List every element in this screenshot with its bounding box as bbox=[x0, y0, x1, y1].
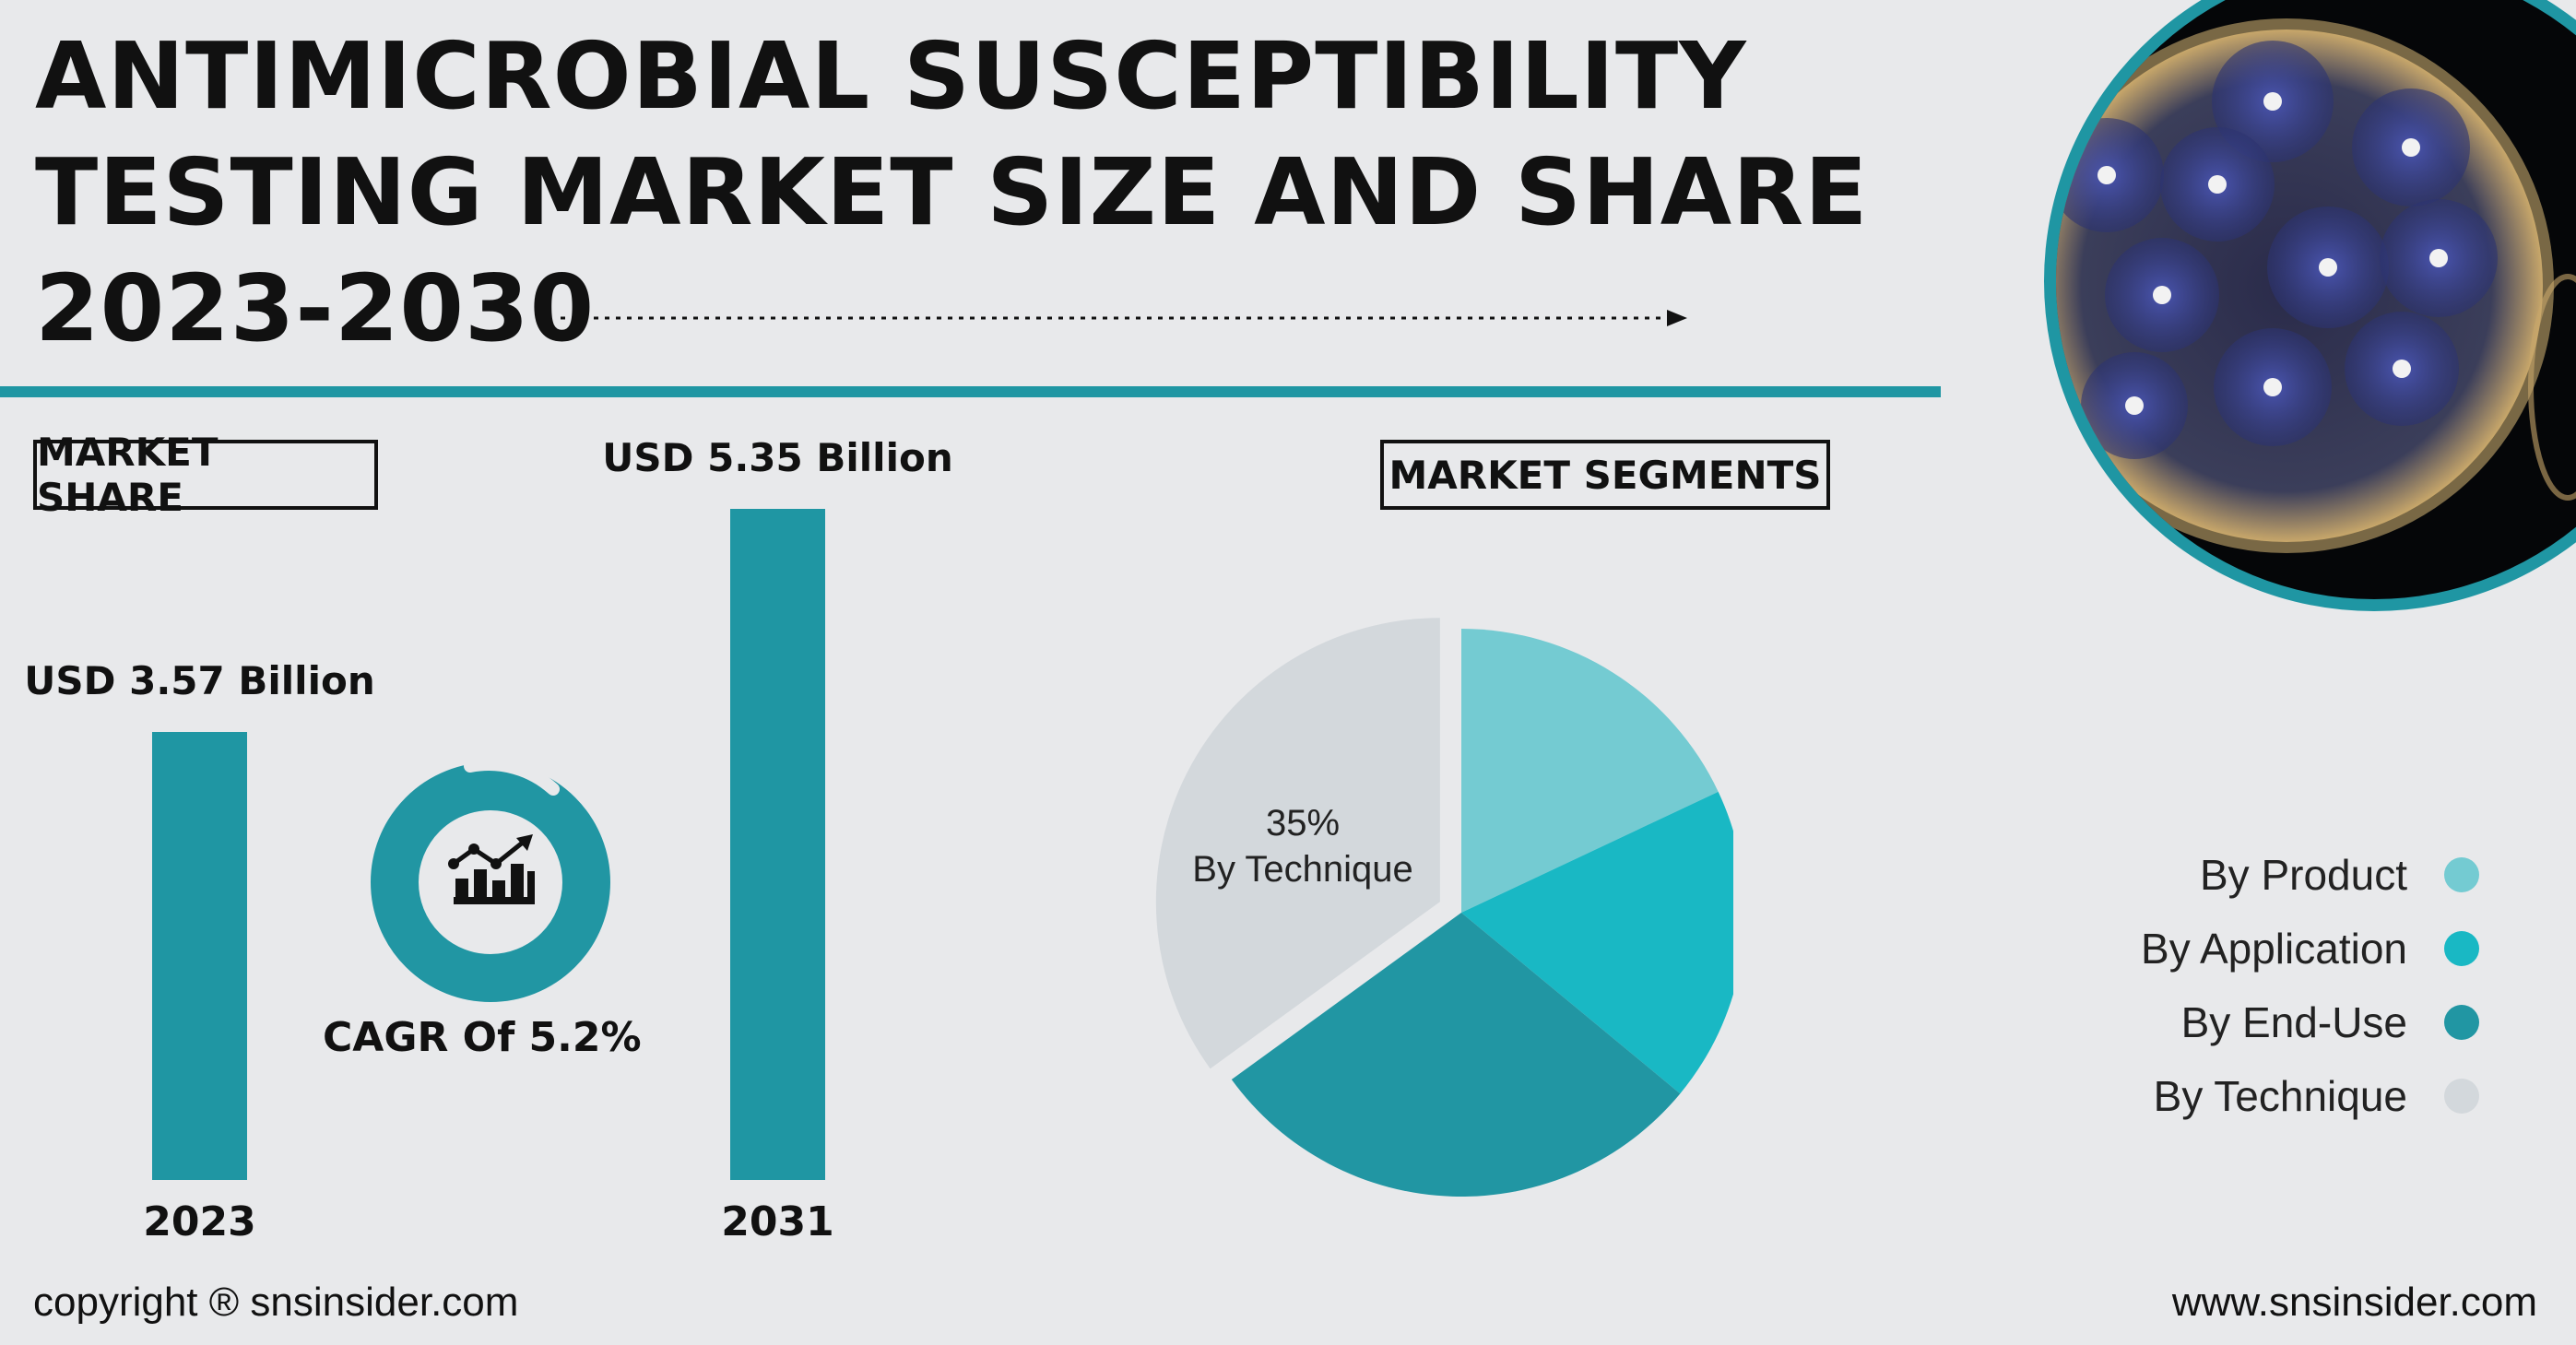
footer-website: www.snsinsider.com bbox=[2171, 1280, 2537, 1325]
pie-annotation-by-technique: 35% By Technique bbox=[1169, 800, 1436, 892]
cagr-label: CAGR Of 5.2% bbox=[323, 1014, 642, 1061]
bar-year-label-2031: 2031 bbox=[721, 1198, 834, 1245]
legend-swatch bbox=[2444, 931, 2479, 966]
bar-value-label-2023: USD 3.57 Billion bbox=[24, 658, 375, 704]
bar-2031 bbox=[730, 509, 825, 1180]
legend-label: By Technique bbox=[2153, 1072, 2407, 1120]
pie-slice-by-application bbox=[1461, 791, 1733, 1094]
footer-copyright: copyright ® snsinsider.com bbox=[33, 1280, 519, 1325]
legend-item-by-technique: By Technique bbox=[2154, 1071, 2479, 1121]
pie-annotation-label: By Technique bbox=[1192, 849, 1413, 890]
legend-item-by-end-use: By End-Use bbox=[2181, 997, 2479, 1047]
bar-2023 bbox=[152, 732, 247, 1180]
market-share-label: MARKET SHARE bbox=[33, 430, 378, 520]
legend-swatch bbox=[2444, 1079, 2479, 1114]
legend-swatch bbox=[2444, 1005, 2479, 1040]
dotted-arrow-icon bbox=[561, 310, 1687, 326]
title-line-2: TESTING MARKET SIZE AND SHARE bbox=[35, 138, 1869, 246]
legend-label: By Product bbox=[2200, 851, 2407, 899]
divider-rule bbox=[0, 386, 1941, 397]
legend-label: By Application bbox=[2141, 925, 2407, 973]
chart-growth-icon bbox=[448, 834, 535, 904]
title-line-3: 2023-2030 bbox=[35, 254, 596, 362]
bar-value-label-2031: USD 5.35 Billion bbox=[602, 435, 953, 480]
legend-swatch bbox=[2444, 857, 2479, 892]
title-line-1: ANTIMICROBIAL SUSCEPTIBILITY bbox=[35, 22, 1747, 130]
legend-item-by-application: By Application bbox=[2141, 924, 2479, 973]
pie-slice-by-end-use bbox=[1231, 913, 1681, 1197]
legend-label: By End-Use bbox=[2180, 998, 2407, 1046]
market-segments-pie-chart bbox=[1155, 618, 1733, 1197]
market-segments-label: MARKET SEGMENTS bbox=[1380, 440, 1830, 510]
cagr-ring bbox=[371, 761, 610, 1002]
pie-slice-by-technique bbox=[1155, 618, 1440, 1069]
bar-year-label-2023: 2023 bbox=[143, 1198, 256, 1245]
legend-item-by-product: By Product bbox=[2200, 850, 2479, 900]
pie-annotation-value: 35% bbox=[1265, 803, 1341, 844]
page-title: ANTIMICROBIAL SUSCEPTIBILITY TESTING MAR… bbox=[35, 18, 1869, 367]
pie-slice-by-product bbox=[1461, 629, 1719, 913]
petri-dish-photo bbox=[2044, 0, 2576, 611]
